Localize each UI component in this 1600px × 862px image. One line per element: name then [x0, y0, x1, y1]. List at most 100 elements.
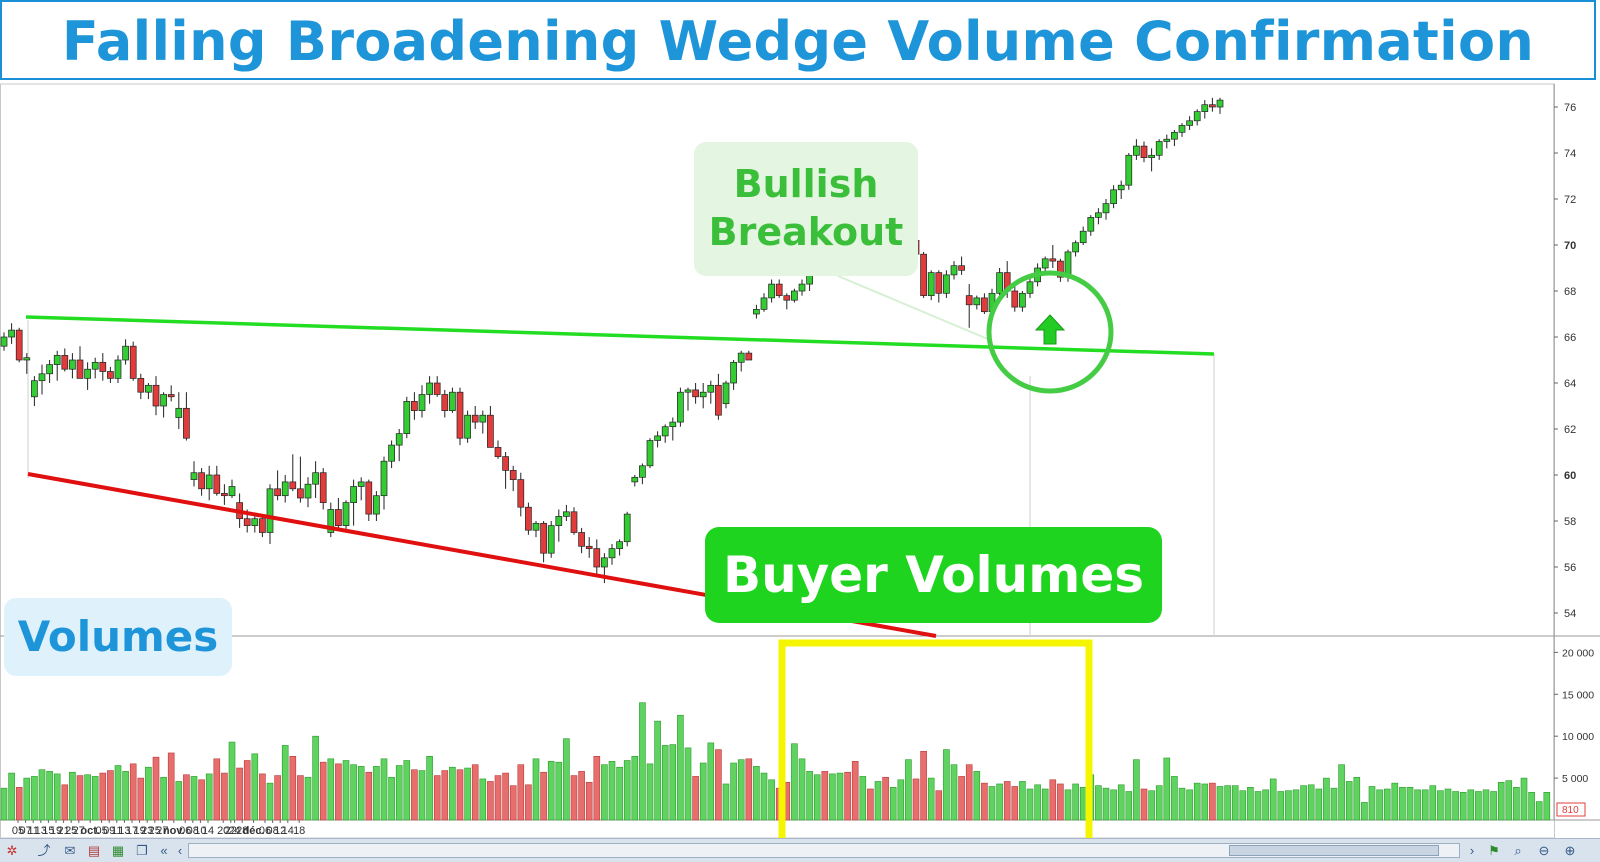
date-tick-label: 10 [194, 825, 206, 837]
volume-bar [1437, 790, 1444, 821]
volume-bar [988, 786, 996, 821]
candle-body [8, 329, 15, 338]
scrollbar-thumb[interactable] [1229, 845, 1439, 856]
volume-bar [1216, 786, 1224, 821]
volume-bar [768, 779, 775, 821]
price-tick-label: 62 [1564, 424, 1576, 436]
candle-body [570, 511, 578, 533]
volume-bar [882, 776, 889, 821]
candle-body [403, 401, 411, 434]
buyer-volumes-label: Buyer Volumes [722, 546, 1145, 604]
candle-body [958, 265, 965, 271]
candle-body [122, 345, 129, 361]
volume-bar [555, 761, 563, 821]
date-tick-label: 27 [73, 825, 85, 837]
volume-bar [1452, 791, 1459, 821]
volume-bar [547, 761, 555, 821]
volume-bar [639, 702, 646, 821]
volume-bar [1330, 787, 1338, 821]
volume-bar [1231, 785, 1239, 821]
volume-bar [1520, 777, 1528, 821]
chart-area: 54 56 58 60 62 64 66 68 70 72 74 76 5 000 10 000 15 0… [0, 83, 1600, 838]
candle-body [1186, 120, 1193, 126]
zoom-in-icon[interactable]: ⊕ [1564, 843, 1576, 858]
volume-bar [15, 787, 23, 821]
candle-body [53, 355, 61, 365]
volume-bar [1345, 781, 1353, 821]
date-tick-label: 07 [19, 825, 31, 837]
volume-bar [1026, 788, 1034, 821]
volume-bar [1140, 788, 1148, 821]
candle-body [692, 389, 699, 398]
double-chevron-left-icon[interactable]: « [160, 843, 168, 858]
share-icon[interactable]: ⤴ [37, 843, 51, 858]
volume-bar [1178, 787, 1186, 821]
volume-bar [198, 779, 205, 821]
volume-bar [1376, 789, 1383, 821]
volume-bar [1155, 785, 1163, 821]
candle-body [426, 382, 433, 395]
volume-bar [996, 783, 1003, 821]
volume-bar [806, 771, 813, 821]
grid-icon[interactable]: ▦ [111, 843, 125, 858]
volume-bar [821, 771, 829, 821]
candle-body [517, 479, 525, 508]
volume-tick-label: 15 000 [1562, 689, 1594, 701]
volume-tick-label: 10 000 [1562, 731, 1594, 743]
volume-tick-label: 5 000 [1562, 773, 1588, 785]
candle-body [555, 516, 563, 526]
list-icon[interactable]: ▤ [87, 843, 101, 858]
volume-bar [1209, 782, 1216, 821]
chevron-right-icon[interactable]: › [1469, 843, 1475, 858]
candle-body [91, 361, 99, 370]
price-tick-label: 76 [1564, 102, 1576, 114]
volume-bar [418, 770, 426, 821]
volume-bar [251, 753, 259, 821]
date-tick-label: 12 [274, 825, 286, 837]
message-icon[interactable]: ✉ [64, 843, 76, 858]
volume-tick-label: 20 000 [1562, 647, 1594, 659]
volume-bar [297, 775, 304, 821]
volume-bar [1277, 791, 1285, 821]
candle-body [297, 488, 304, 499]
candle-body [1117, 184, 1125, 191]
window-icon[interactable]: ❐ [136, 843, 148, 858]
candle-body [395, 433, 403, 446]
candle-body [639, 465, 646, 478]
candle-body [471, 414, 479, 423]
candle-body [1087, 217, 1095, 232]
candle-body [266, 488, 274, 533]
candle-body [221, 493, 228, 497]
volume-bar [228, 741, 236, 821]
candle-body [418, 394, 426, 411]
app-logo-icon[interactable]: ✲ [6, 843, 18, 858]
candle-body [578, 532, 585, 547]
candle-body [1049, 258, 1057, 262]
price-tick-label: 60 [1564, 470, 1576, 482]
candle-body [167, 394, 175, 398]
zoom-out-icon[interactable]: ⊖ [1538, 843, 1550, 858]
last-volume-value: 810 [1562, 805, 1579, 816]
volume-bar [312, 735, 319, 821]
volume-bar [342, 760, 350, 821]
volume-bar [601, 764, 608, 821]
volume-bar [335, 763, 342, 821]
chevron-left-icon[interactable]: ‹ [177, 843, 183, 858]
date-tick-label: 24 [228, 825, 240, 837]
volume-bar [950, 764, 958, 821]
volume-bar [1292, 789, 1300, 821]
candle-body [1019, 292, 1026, 308]
candle-body [0, 336, 8, 347]
volume-bar [1543, 792, 1551, 821]
horizontal-scrollbar[interactable] [188, 843, 1460, 858]
price-axis: 54 56 58 60 62 64 66 68 70 72 74 76 [1554, 102, 1576, 620]
candle-body [1133, 145, 1140, 156]
volume-bar [1444, 788, 1452, 821]
zoom-fit-icon[interactable]: ⌕ [1514, 843, 1522, 858]
annotations-overlay [778, 270, 1114, 838]
volume-bar [1186, 789, 1193, 821]
volume-bar [426, 756, 433, 821]
rank-icon[interactable]: ⚑ [1488, 843, 1500, 858]
volume-bar [266, 782, 274, 821]
volume-bar [107, 770, 114, 821]
